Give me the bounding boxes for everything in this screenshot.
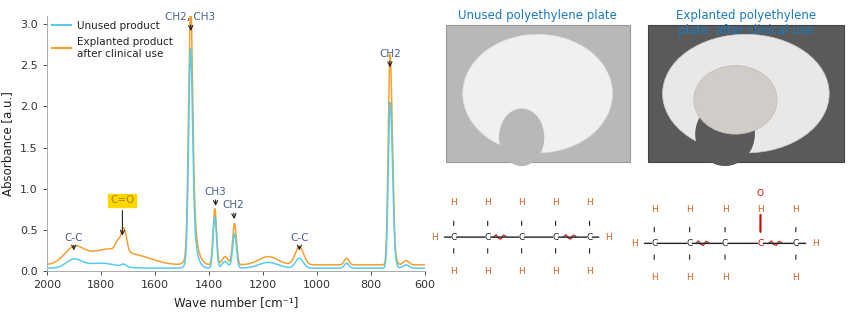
Ellipse shape [696,103,754,165]
Text: C: C [552,233,558,241]
Text: CH3: CH3 [205,187,226,205]
Ellipse shape [462,34,613,153]
Text: H: H [813,239,819,248]
Text: H: H [450,267,457,276]
FancyBboxPatch shape [648,25,844,162]
Text: C: C [722,239,728,248]
Ellipse shape [663,34,829,153]
Text: C: C [651,239,657,248]
Text: C: C [518,233,524,241]
Legend: Unused product, Explanted product
after clinical use: Unused product, Explanted product after … [52,21,173,59]
Text: C: C [450,233,456,241]
Text: Unused polyethylene plate: Unused polyethylene plate [458,9,617,22]
Text: H: H [605,233,612,241]
Text: H: H [792,205,799,213]
Text: Explanted polyethylene
plate  after clinical use: Explanted polyethylene plate after clini… [676,9,816,37]
Text: H: H [552,198,559,207]
Ellipse shape [694,66,777,134]
Text: C: C [793,239,799,248]
Text: H: H [792,273,799,282]
Text: H: H [757,205,764,213]
Y-axis label: Absorbance [a.u.]: Absorbance [a.u.] [2,91,14,196]
Text: CH2: CH2 [379,48,400,66]
Text: H: H [722,273,728,282]
Text: C: C [757,239,763,248]
Ellipse shape [500,109,544,165]
Text: O: O [757,189,764,198]
Text: H: H [450,198,457,207]
FancyBboxPatch shape [445,25,630,162]
X-axis label: Wave number [cm⁻¹]: Wave number [cm⁻¹] [173,296,298,309]
Text: C: C [687,239,693,248]
Text: H: H [484,198,491,207]
Text: H: H [686,205,693,213]
Text: H: H [631,239,638,248]
Text: C: C [586,233,592,241]
Text: H: H [586,267,593,276]
Text: C-C: C-C [65,232,83,249]
Text: H: H [686,273,693,282]
Text: CH2: CH2 [223,200,244,218]
Text: H: H [651,205,658,213]
Text: H: H [431,233,438,241]
Text: H: H [722,205,728,213]
Text: H: H [518,267,525,276]
Text: C: C [484,233,490,241]
Text: C=O: C=O [110,195,134,234]
Text: CH2, CH3: CH2, CH3 [165,12,215,30]
Text: H: H [586,198,593,207]
Text: C-C: C-C [290,233,309,249]
Text: H: H [484,267,491,276]
Text: H: H [518,198,525,207]
Text: H: H [651,273,658,282]
Text: H: H [552,267,559,276]
